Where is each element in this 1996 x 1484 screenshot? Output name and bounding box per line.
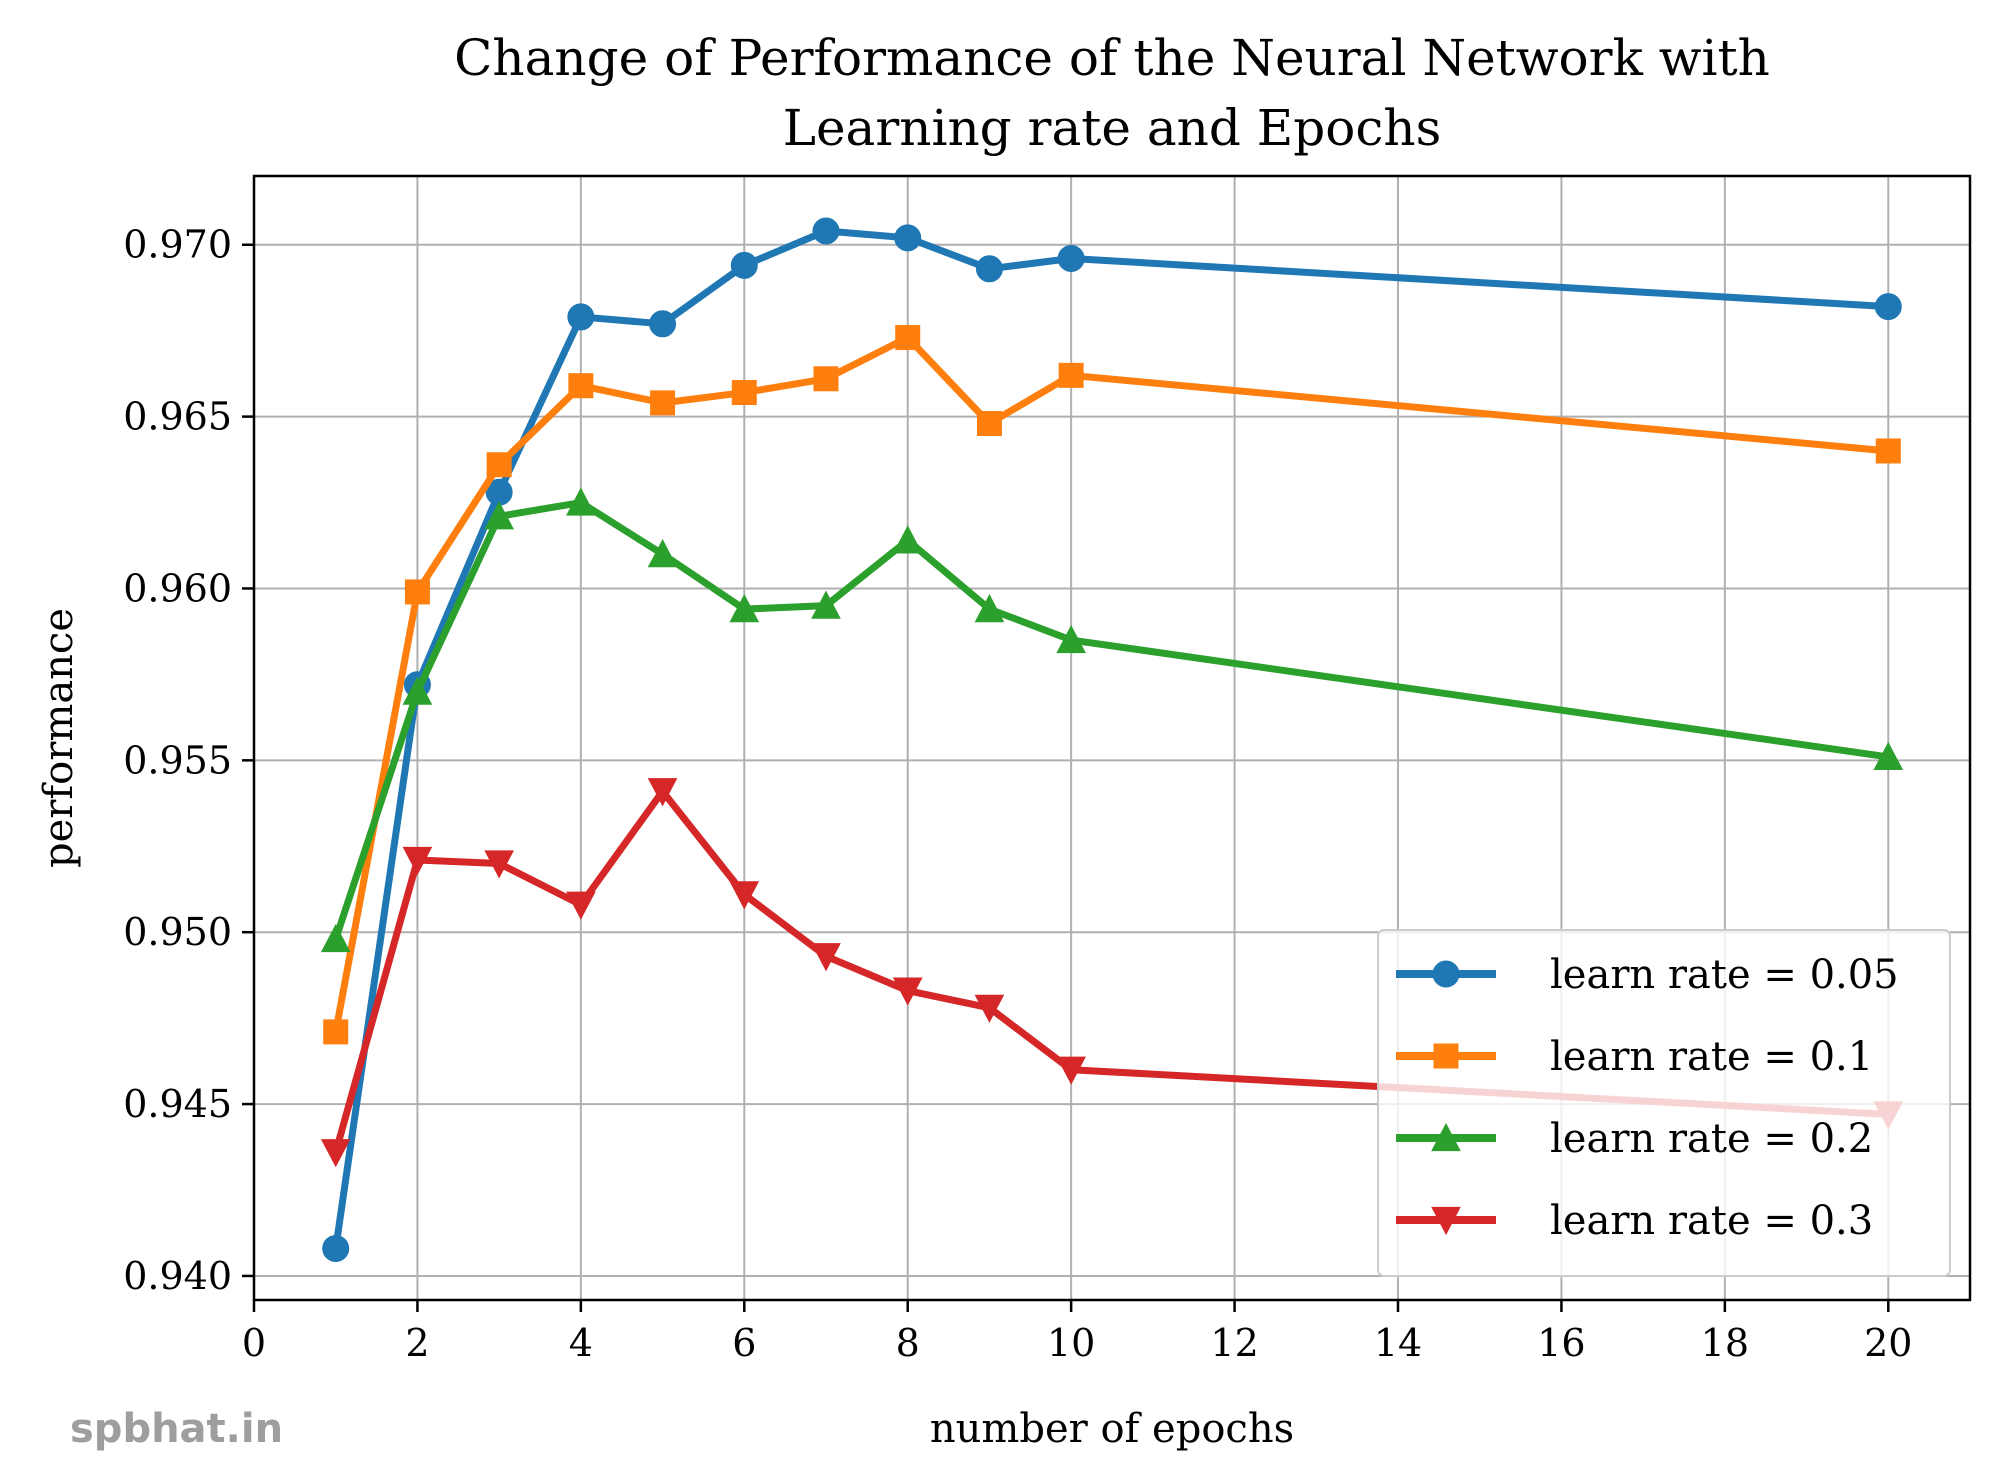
legend-box (1377, 929, 1951, 1277)
data-point (568, 373, 594, 399)
series-4 (320, 778, 1904, 1168)
x-tick-label: 12 (1210, 1321, 1258, 1365)
y-tick-label: 0.945 (123, 1082, 232, 1126)
data-point (1057, 244, 1085, 272)
data-point (974, 994, 1005, 1023)
data-point (892, 525, 923, 554)
data-point (729, 594, 760, 623)
x-tick-label: 4 (569, 1321, 593, 1365)
data-point (812, 217, 840, 245)
data-point (566, 891, 596, 920)
x-tick-label: 10 (1047, 1321, 1095, 1365)
data-point (320, 924, 351, 953)
y-axis-label: performance (36, 608, 82, 868)
data-point (1056, 624, 1086, 654)
y-tick-label: 0.970 (123, 223, 232, 267)
series-2 (323, 325, 1901, 1045)
data-point (484, 850, 514, 879)
data-point (1056, 1056, 1086, 1085)
x-axis-label: number of epochs (930, 1406, 1294, 1452)
data-point (404, 579, 430, 605)
x-tick-label: 20 (1864, 1321, 1912, 1365)
x-tick-label: 18 (1701, 1321, 1749, 1365)
legend-marker (1431, 1122, 1461, 1152)
data-point (650, 390, 676, 416)
y-tick-label: 0.965 (123, 395, 232, 439)
data-point (892, 977, 923, 1006)
data-point (975, 255, 1003, 283)
data-point (729, 881, 760, 910)
legend-item: learn rate = 0.05 (1396, 952, 1899, 998)
data-point (320, 1139, 351, 1168)
data-point (894, 224, 922, 252)
y-tick-label: 0.955 (123, 738, 232, 782)
data-point (323, 1019, 349, 1045)
legend-label: learn rate = 0.1 (1550, 1034, 1873, 1080)
data-point (1875, 438, 1901, 464)
legend-marker (1433, 1043, 1459, 1069)
data-point (649, 310, 677, 338)
chart-title-line-1: Change of Performance of the Neural Netw… (454, 29, 1770, 87)
data-point (484, 501, 514, 530)
data-point (811, 590, 841, 619)
y-axis-ticks: 0.940 0.945 0.950 0.955 0.960 0.965 0.970 (123, 223, 254, 1298)
data-point (402, 846, 433, 876)
chart-title-line-2: Learning rate and Epochs (783, 99, 1441, 157)
legend-item: learn rate = 0.2 (1396, 1116, 1873, 1162)
legend-marker (1431, 1206, 1461, 1236)
data-point (486, 452, 512, 478)
x-tick-label: 8 (896, 1321, 920, 1365)
data-point (1874, 293, 1902, 321)
series-3 (320, 487, 1904, 953)
data-point (1058, 362, 1084, 388)
data-point (402, 676, 433, 705)
data-point (567, 303, 595, 331)
x-tick-label: 2 (405, 1321, 429, 1365)
data-point (895, 325, 921, 351)
x-tick-label: 6 (732, 1321, 756, 1365)
legend: learn rate = 0.05 learn rate = 0.1 learn r… (1377, 929, 1951, 1277)
data-point (813, 366, 839, 392)
data-point (731, 380, 757, 406)
x-tick-label: 0 (242, 1321, 266, 1365)
legend-marker (1432, 960, 1460, 988)
data-point (322, 1234, 350, 1262)
plot-frame (252, 174, 1972, 1302)
legend-label: learn rate = 0.3 (1550, 1198, 1873, 1244)
series-line (332, 334, 1892, 1036)
y-tick-label: 0.960 (123, 566, 232, 610)
legend-item: learn rate = 0.3 (1396, 1198, 1873, 1244)
data-point (974, 594, 1005, 623)
data-point (1873, 741, 1904, 771)
series-layer (320, 217, 1904, 1262)
watermark: spbhat.in (70, 1406, 283, 1452)
data-point (976, 410, 1002, 436)
x-tick-label: 16 (1537, 1321, 1585, 1365)
y-tick-label: 0.940 (123, 1254, 232, 1298)
legend-label: learn rate = 0.05 (1550, 952, 1899, 998)
y-tick-label: 0.950 (123, 910, 232, 954)
legend-item: learn rate = 0.1 (1396, 1034, 1873, 1080)
data-point (730, 251, 758, 279)
data-point (647, 539, 678, 568)
data-point (566, 487, 596, 516)
x-tick-label: 14 (1374, 1321, 1422, 1365)
x-axis-ticks: 0 2 4 6 8 10 12 14 16 18 20 (242, 1300, 1912, 1365)
data-point (811, 943, 841, 972)
series-line (332, 499, 1892, 943)
data-point (647, 778, 678, 807)
legend-label: learn rate = 0.2 (1550, 1116, 1873, 1162)
